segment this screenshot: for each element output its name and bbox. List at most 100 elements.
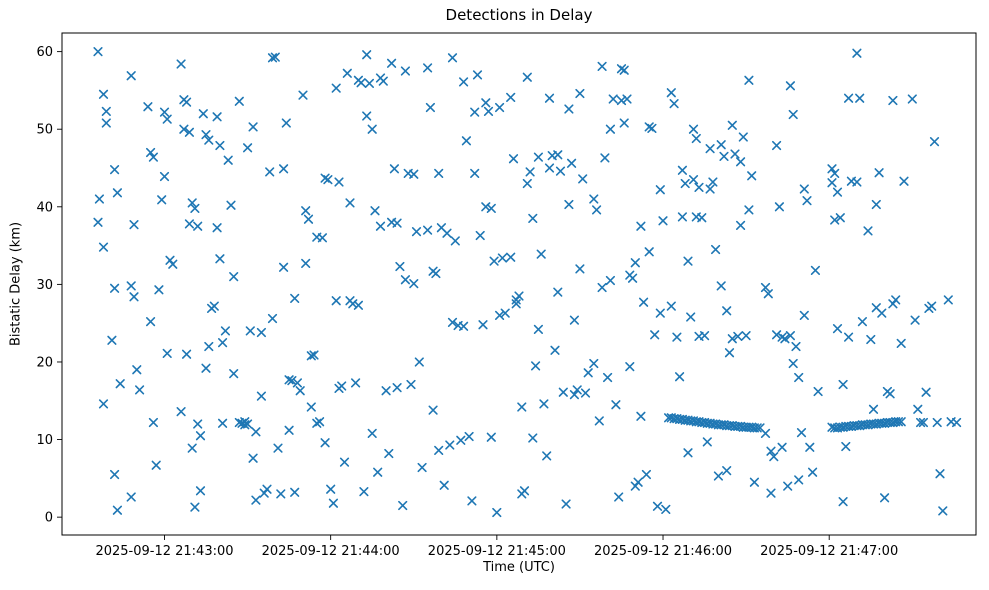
scatter-marker	[184, 219, 194, 229]
scatter-marker	[331, 83, 341, 93]
scatter-marker	[193, 221, 203, 231]
scatter-marker	[93, 217, 103, 227]
scatter-marker	[489, 256, 499, 266]
scatter-marker	[176, 407, 186, 417]
scatter-marker	[589, 194, 599, 204]
scatter-marker	[935, 469, 945, 479]
scatter-marker	[938, 506, 948, 516]
scatter-marker	[736, 220, 746, 230]
scatter-marker	[542, 451, 552, 461]
scatter-marker	[528, 213, 538, 223]
scatter-marker	[168, 259, 178, 269]
scatter-marker	[226, 200, 236, 210]
scatter-marker	[827, 164, 837, 174]
scatter-marker	[519, 486, 530, 496]
scatter-marker	[506, 252, 516, 262]
scatter-marker	[832, 324, 843, 334]
scatter-marker	[315, 417, 325, 427]
scatter-marker	[486, 203, 496, 213]
scatter-marker	[395, 261, 405, 272]
scatter-marker	[686, 312, 696, 322]
scatter-marker	[500, 308, 510, 318]
scatter-marker	[810, 265, 820, 275]
scatter-marker	[234, 96, 244, 106]
scatter-marker	[290, 487, 300, 497]
scatter-marker	[783, 481, 793, 491]
scatter-marker	[423, 225, 433, 235]
y-axis-ticks: 0 10 20 30 40 50 60	[36, 45, 62, 526]
scatter-marker	[763, 289, 773, 299]
scatter-marker	[409, 279, 419, 289]
scatter-marker	[628, 273, 638, 283]
scatter-marker	[184, 127, 194, 137]
scatter-marker	[780, 334, 790, 344]
scatter-marker	[320, 438, 330, 448]
scatter-marker	[342, 68, 352, 78]
scatter-marker	[337, 381, 347, 391]
scatter-marker	[863, 226, 873, 236]
scatter-marker	[218, 418, 228, 428]
scatter-marker	[727, 120, 737, 130]
scatter-marker	[328, 498, 338, 508]
scatter-marker	[129, 292, 139, 302]
scatter-marker	[719, 151, 729, 161]
scatter-marker	[605, 275, 615, 286]
scatter-marker	[334, 177, 344, 187]
scatter-marker	[680, 178, 690, 189]
scatter-marker	[536, 249, 546, 259]
scatter-markers	[93, 47, 962, 518]
scatter-marker	[251, 495, 261, 505]
scatter-marker	[148, 417, 158, 428]
scatter-marker	[838, 497, 848, 507]
scatter-marker	[447, 317, 458, 327]
scatter-marker	[400, 66, 410, 76]
scatter-marker	[182, 349, 192, 359]
scatter-marker	[179, 124, 189, 134]
scatter-marker	[110, 469, 120, 480]
scatter-marker	[683, 256, 693, 266]
scatter-marker	[857, 317, 867, 327]
x-tick-label: 2025-09-12 21:46:00	[594, 544, 732, 559]
scatter-marker	[844, 332, 854, 342]
scatter-marker	[658, 216, 668, 226]
scatter-marker	[298, 90, 308, 100]
scatter-marker	[110, 165, 120, 175]
scatter-marker	[345, 198, 355, 208]
scatter-marker	[93, 47, 103, 57]
scatter-marker	[633, 477, 643, 487]
scatter-marker	[808, 467, 818, 477]
scatter-marker	[392, 383, 402, 393]
scatter-marker	[265, 167, 275, 177]
scatter-marker	[952, 417, 962, 428]
scatter-marker	[301, 258, 311, 268]
scatter-marker	[752, 423, 762, 433]
scatter-marker	[772, 140, 782, 151]
scatter-marker	[201, 130, 211, 140]
scatter-marker	[367, 428, 377, 438]
scatter-marker	[722, 306, 732, 316]
scatter-marker	[877, 308, 887, 318]
scatter-marker	[447, 53, 458, 63]
scatter-marker	[267, 53, 278, 63]
scatter-marker	[666, 88, 676, 98]
scatter-marker	[290, 293, 300, 303]
scatter-marker	[292, 378, 302, 388]
scatter-marker	[533, 152, 543, 162]
scatter-marker	[614, 492, 624, 502]
scatter-marker	[301, 206, 311, 216]
scatter-marker	[362, 50, 372, 60]
scatter-marker	[276, 489, 286, 499]
scatter-marker	[594, 416, 604, 426]
scatter-marker	[143, 102, 153, 112]
scatter-marker	[772, 330, 782, 340]
scatter-marker	[267, 313, 278, 324]
scatter-marker	[766, 488, 776, 498]
scatter-marker	[639, 297, 649, 307]
scatter-marker	[650, 330, 660, 340]
scatter-marker	[910, 315, 920, 325]
scatter-marker	[578, 174, 588, 184]
scatter-marker	[769, 452, 779, 462]
scatter-marker	[486, 432, 496, 442]
scatter-marker	[605, 124, 615, 134]
